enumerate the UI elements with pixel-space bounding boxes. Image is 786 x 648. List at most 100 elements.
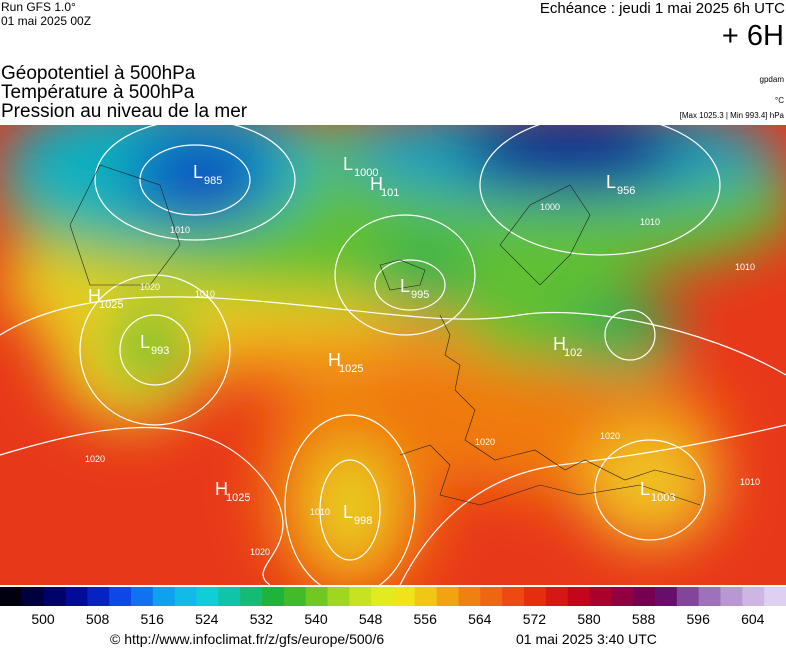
color-cell	[545, 587, 569, 606]
center-value: 1025	[226, 492, 250, 504]
center-value: 995	[411, 289, 429, 301]
color-cell	[131, 587, 154, 606]
center-value: 101	[381, 187, 399, 199]
center-type: H	[88, 286, 101, 306]
color-cell	[720, 587, 743, 606]
center-value: 985	[204, 175, 222, 187]
color-cell	[742, 587, 765, 606]
center-value: 1025	[339, 363, 363, 375]
run-time: 01 mai 2025 3:40 UTC	[516, 631, 657, 647]
color-cell	[655, 587, 678, 606]
isobar-label: 1010	[170, 225, 190, 235]
colorbar-label: 604	[741, 611, 765, 627]
isobar-label: 1010	[740, 477, 760, 487]
color-cell	[371, 587, 394, 606]
colorbar-label: 516	[141, 611, 165, 627]
isobar-label: 1020	[250, 547, 270, 557]
colorbar-label: 556	[414, 611, 438, 627]
color-cell	[633, 587, 656, 606]
colorbar-label: 548	[359, 611, 383, 627]
color-cell	[676, 587, 700, 606]
colorbar-label: 588	[632, 611, 656, 627]
lead-time: + 6H	[721, 20, 784, 52]
center-type: L	[640, 479, 650, 499]
echeance: Echéance : jeudi 1 mai 2025 6h UTC	[539, 0, 785, 17]
color-cell	[698, 587, 721, 606]
isobar-label: 1020	[140, 282, 160, 292]
color-cell	[305, 587, 328, 606]
color-cell	[414, 587, 438, 606]
center-value: 993	[151, 345, 169, 357]
color-cell	[87, 587, 110, 606]
isobar-label: 1010	[310, 507, 330, 517]
isobar-label: 1020	[600, 431, 620, 441]
colorbar: 500 508 516 524 532 540 548 556 564 572 580 588 596 6…	[0, 587, 786, 627]
color-cell	[524, 587, 547, 606]
color-cell	[65, 587, 88, 606]
color-cell	[283, 587, 307, 606]
color-cell	[218, 587, 241, 606]
color-cell	[349, 587, 372, 606]
isobar-lines	[0, 125, 786, 585]
color-cell	[0, 587, 23, 606]
source: © http://www.infoclimat.fr/z/gfs/europe/…	[110, 631, 385, 647]
isobar-label: 1000	[540, 202, 560, 212]
field: Pression au niveau de la mer	[1, 101, 248, 122]
center-value: 956	[617, 185, 635, 197]
center-type: L	[193, 162, 203, 182]
colorbar-label: 532	[250, 611, 274, 627]
color-cell	[109, 587, 132, 606]
color-cell	[611, 587, 634, 606]
isobar-label: 1020	[85, 454, 105, 464]
center-value: 102	[564, 347, 582, 359]
center-type: L	[343, 502, 353, 522]
center-type: L	[400, 276, 410, 296]
color-cell	[262, 587, 285, 606]
center-type: H	[215, 479, 228, 499]
colorbar-label: 580	[577, 611, 601, 627]
color-cell	[567, 587, 590, 606]
field: Géopotentiel à 500hPa	[1, 63, 196, 84]
color-cell	[240, 587, 263, 606]
unit: gpdam	[759, 75, 784, 84]
color-cell	[393, 587, 416, 606]
colorbar-label: 524	[195, 611, 219, 627]
unit: °C	[775, 96, 784, 105]
colorbar-label: 572	[523, 611, 547, 627]
center-type: H	[370, 174, 383, 194]
run-date: 01 mai 2025 00Z	[1, 14, 92, 28]
isobar-label: 1010	[195, 289, 215, 299]
isobar-label: 1010	[735, 262, 755, 272]
colorbar-label: 508	[86, 611, 110, 627]
color-cell	[458, 587, 481, 606]
color-cell	[21, 587, 45, 606]
center-type: H	[553, 334, 566, 354]
colorbar-label: 564	[468, 611, 492, 627]
center-value: 1000	[354, 167, 378, 179]
color-cell	[327, 587, 350, 606]
color-cell	[480, 587, 503, 606]
colorbar-label: 596	[687, 611, 711, 627]
color-cell	[196, 587, 219, 606]
color-cell	[436, 587, 459, 606]
center-type: H	[328, 350, 341, 370]
color-cell	[43, 587, 66, 606]
center-type: L	[140, 332, 150, 352]
isobar-label: 1010	[640, 217, 660, 227]
center-type: L	[606, 172, 616, 192]
unit: [Max 1025.3 | Min 993.4] hPa	[679, 111, 784, 120]
color-cell	[502, 587, 525, 606]
center-value: 1025	[99, 299, 123, 311]
field: Température à 500hPa	[1, 82, 195, 103]
colorbar-label: 540	[304, 611, 328, 627]
run: Run GFS 1.0°	[1, 0, 76, 14]
colorbar-label: 500	[31, 611, 55, 627]
center-value: 1003	[651, 492, 675, 504]
coastlines	[69, 164, 701, 506]
color-cell	[589, 587, 612, 606]
color-cell	[152, 587, 176, 606]
isobar-label: 1020	[475, 437, 495, 447]
color-cell	[174, 587, 197, 606]
